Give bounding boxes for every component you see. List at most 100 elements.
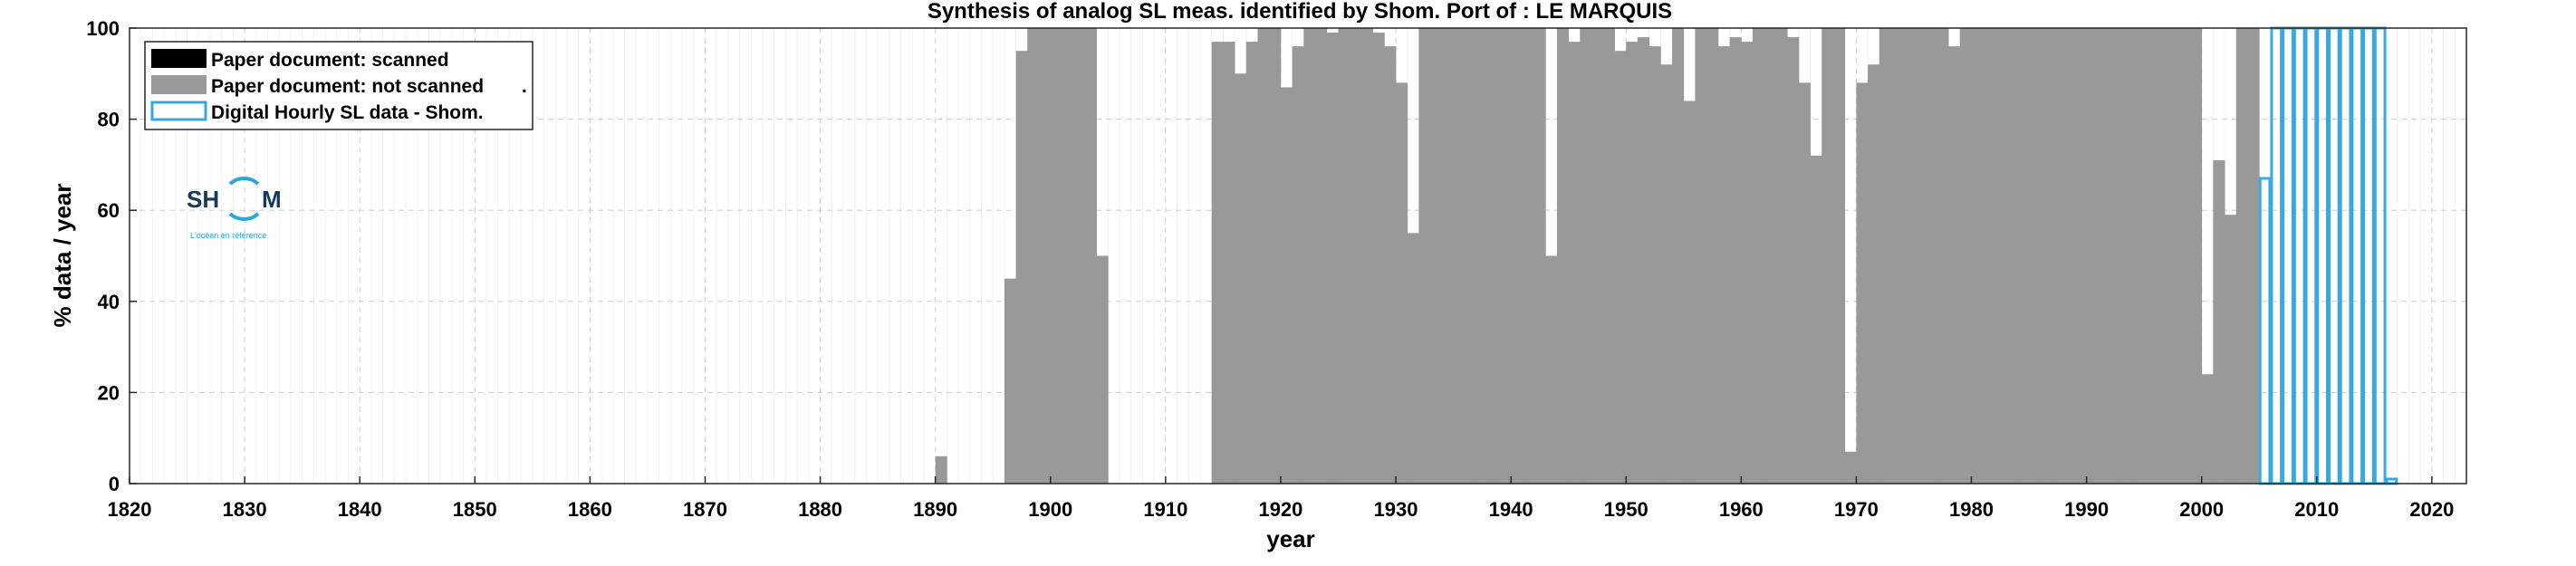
- axis-ticks: [129, 27, 2433, 484]
- y-tick-label: 80: [98, 109, 120, 131]
- legend-label-digital: Digital Hourly SL data - Shom.: [211, 102, 484, 123]
- bar-not-scanned: [1015, 51, 1028, 484]
- y-tick-label: 60: [98, 199, 120, 222]
- bar-not-scanned: [1753, 28, 1765, 484]
- y-tick-label: 20: [98, 381, 120, 404]
- bar-not-scanned: [1764, 28, 1776, 484]
- bar-not-scanned: [1269, 28, 1282, 484]
- bar-not-scanned: [1913, 28, 1927, 484]
- logo-ring-icon: [228, 177, 260, 221]
- bar-not-scanned: [2052, 28, 2064, 484]
- bar-not-scanned: [1695, 28, 1707, 484]
- bar-not-scanned: [2225, 215, 2237, 484]
- bar-not-scanned: [1441, 28, 1454, 484]
- bar-not-scanned: [935, 456, 947, 484]
- x-tick-label: 1840: [338, 498, 382, 521]
- bar-not-scanned: [1350, 28, 1362, 484]
- bar-not-scanned: [1717, 46, 1731, 484]
- y-tick-label: 40: [98, 291, 120, 313]
- bar-not-scanned: [1430, 28, 1443, 484]
- bar-not-scanned: [1637, 37, 1650, 484]
- bar-not-scanned: [1556, 28, 1570, 484]
- legend: Paper document: scanned Paper document: …: [144, 41, 533, 130]
- bar-not-scanned: [2144, 28, 2157, 484]
- legend-swatch-digital: [150, 101, 207, 121]
- bar-not-scanned: [2235, 28, 2248, 484]
- bar-not-scanned: [1602, 28, 1615, 484]
- bar-not-scanned: [1868, 64, 1880, 484]
- plot-frame: [129, 27, 2467, 484]
- x-tick-label: 2000: [2179, 498, 2224, 521]
- bars-not-scanned: [935, 28, 2260, 484]
- x-tick-label: 1950: [1604, 498, 1648, 521]
- bar-not-scanned: [1280, 87, 1293, 484]
- legend-swatch-scanned: [151, 49, 207, 68]
- x-tick-label: 1900: [1028, 498, 1072, 521]
- bar-not-scanned: [1729, 37, 1742, 484]
- bar-not-scanned: [1971, 28, 1984, 484]
- x-tick-label: 2020: [2409, 498, 2454, 521]
- bars-digital-hourly: [2258, 26, 2398, 485]
- bar-not-scanned: [2074, 28, 2087, 484]
- bar-not-scanned: [1511, 28, 1523, 484]
- bar-not-scanned: [1223, 42, 1235, 484]
- bar-not-scanned: [2167, 28, 2179, 484]
- x-tick-label: 1920: [1258, 498, 1302, 521]
- bar-not-scanned: [1453, 28, 1466, 484]
- bar-not-scanned: [1994, 28, 2007, 484]
- bar-not-scanned: [1983, 28, 1995, 484]
- x-tick-label: 1890: [913, 498, 957, 521]
- bar-not-scanned: [1948, 46, 1961, 484]
- bar-not-scanned: [1533, 28, 1546, 484]
- bar-not-scanned: [1407, 233, 1419, 484]
- shom-logo: SH M L'océan en référence: [187, 177, 282, 240]
- bar-not-scanned: [2155, 28, 2167, 484]
- x-tick-label: 1880: [798, 498, 842, 521]
- x-tick-label: 1820: [108, 498, 152, 521]
- x-tick-label: 1860: [568, 498, 612, 521]
- y-tick-label: 100: [86, 17, 120, 40]
- x-tick-label: 1990: [2064, 498, 2109, 521]
- chart-title: Synthesis of analog SL meas. identified …: [928, 0, 1672, 24]
- bar-not-scanned: [1315, 28, 1328, 484]
- bar-not-scanned: [1775, 28, 1788, 484]
- bar-not-scanned: [1303, 28, 1316, 484]
- bar-not-scanned: [1580, 28, 1592, 484]
- bar-not-scanned: [1039, 28, 1052, 484]
- bar-not-scanned: [2132, 28, 2145, 484]
- bar-not-scanned: [1925, 28, 1937, 484]
- bar-not-scanned: [1626, 42, 1639, 484]
- bar-not-scanned: [1326, 33, 1339, 484]
- x-tick-label: 1940: [1489, 498, 1533, 521]
- bar-not-scanned: [1384, 46, 1397, 484]
- bar-not-scanned: [1683, 101, 1696, 484]
- bar-not-scanned: [2120, 28, 2133, 484]
- x-tick-label: 1830: [223, 498, 267, 521]
- bar-not-scanned: [1360, 28, 1374, 484]
- bar-not-scanned: [1211, 42, 1224, 484]
- bar-not-scanned: [1292, 46, 1304, 484]
- x-tick-label: 1970: [1834, 498, 1879, 521]
- bar-not-scanned: [2098, 28, 2110, 484]
- legend-dot: .: [522, 76, 527, 97]
- bar-not-scanned: [2086, 28, 2099, 484]
- bar-not-scanned: [1084, 28, 1097, 484]
- bar-not-scanned: [2005, 28, 2018, 484]
- y-tick-labels: 0 20 40 60 80 100: [86, 17, 120, 495]
- bar-not-scanned: [1465, 28, 1477, 484]
- bar-not-scanned: [1073, 28, 1086, 484]
- x-tick-label: 1850: [453, 498, 497, 521]
- bar-not-scanned: [1706, 28, 1719, 484]
- bar-not-scanned: [1396, 82, 1408, 484]
- bar-not-scanned: [1475, 28, 1489, 484]
- bar-not-scanned: [1338, 28, 1350, 484]
- legend-box: [144, 41, 533, 130]
- bar-not-scanned: [1787, 37, 1800, 484]
- x-tick-label: 1870: [683, 498, 727, 521]
- x-tick-label: 1980: [1949, 498, 1994, 521]
- x-tick-label: 1910: [1143, 498, 1187, 521]
- x-tick-label: 1960: [1719, 498, 1764, 521]
- logo-text-left: SH: [187, 186, 219, 213]
- bar-not-scanned: [1568, 42, 1581, 484]
